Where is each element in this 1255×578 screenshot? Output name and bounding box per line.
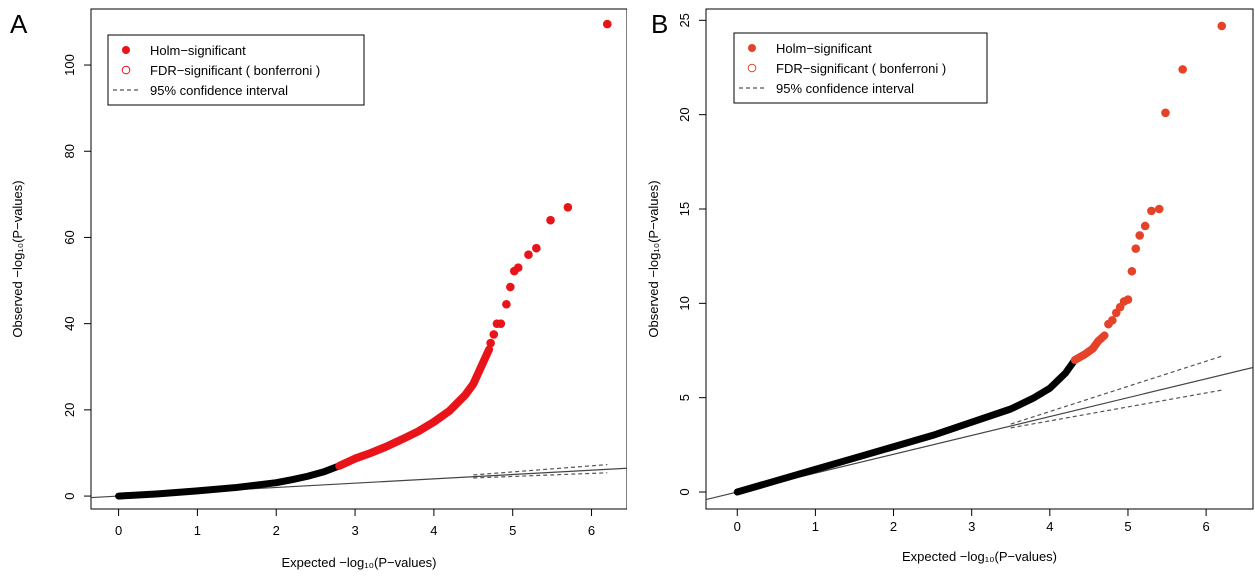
legend-symbol-open-circle (121, 65, 131, 75)
significant-point (506, 282, 515, 292)
x-tick-label: 6 (1202, 519, 1209, 534)
ci-upper-line (473, 464, 608, 476)
qq-plot-panel-b: B 0 1 2 3 4 5 6 0 5 10 15 20 25 Expected −log₁₀(P−valu… (627, 0, 1254, 578)
y-tick-label: 80 (62, 144, 77, 158)
x-tick-label: 1 (812, 519, 819, 534)
ci-lower-line (1010, 389, 1222, 429)
legend-label: FDR−significant ( bonferroni ) (150, 63, 320, 78)
panel-label: A (10, 9, 28, 39)
x-axis-label: Expected −log₁₀(P−values) (902, 549, 1057, 564)
significant-point (1217, 21, 1227, 31)
significant-point (1161, 108, 1170, 118)
y-tick-label: 15 (677, 202, 692, 216)
y-tick-label: 25 (677, 13, 692, 27)
plot-frame (90, 8, 627, 510)
ci-lower-line (473, 472, 608, 479)
legend-symbol-open-circle (747, 63, 757, 73)
legend-label: 95% confidence interval (776, 81, 914, 96)
x-tick-label: 6 (588, 523, 595, 538)
plot-frame (705, 8, 1254, 510)
significant-point (1178, 65, 1187, 74)
significant-point (532, 243, 541, 253)
y-tick-label: 60 (62, 230, 77, 244)
x-tick-label: 3 (351, 523, 358, 538)
significant-point (1108, 316, 1117, 325)
legend-box (107, 34, 365, 106)
y-tick-label: 20 (677, 107, 692, 121)
x-tick-label: 4 (430, 523, 437, 538)
x-tick-label: 3 (968, 519, 975, 534)
significant-point (489, 330, 499, 339)
significant-point (1147, 206, 1156, 216)
legend-box (733, 32, 988, 104)
y-axis-label: Observed −log₁₀(P−values) (646, 180, 661, 337)
significant-point (1131, 244, 1141, 253)
significant-point (502, 299, 511, 309)
legend-label: Holm−significant (150, 43, 246, 58)
y-tick-label: 40 (62, 316, 77, 330)
y-tick-label: 5 (677, 394, 692, 401)
legend-label: 95% confidence interval (150, 83, 288, 98)
y-axis-label: Observed −log₁₀(P−values) (10, 180, 25, 337)
significant-point (546, 215, 555, 225)
y-tick-label: 100 (62, 54, 77, 76)
x-tick-label: 1 (194, 523, 201, 538)
x-tick-label: 2 (273, 523, 280, 538)
x-tick-label: 0 (734, 519, 741, 534)
legend-symbol-filled-circle (748, 44, 756, 52)
legend: Holm−significant FDR−significant ( bonfer… (733, 32, 988, 104)
qq-plot-b-svg: B 0 1 2 3 4 5 6 0 5 10 15 20 25 Expected −log₁₀(P−valu… (646, 8, 1254, 564)
significant-point (602, 19, 612, 29)
significant-point (563, 202, 573, 212)
significant-points-dense (335, 345, 494, 470)
ci-upper-line (1010, 355, 1222, 425)
x-tick-label: 4 (1046, 519, 1053, 534)
plot-area (706, 21, 1253, 501)
y-tick-label: 10 (677, 296, 692, 310)
significant-point (1140, 221, 1150, 231)
nonsignificant-points (115, 462, 343, 500)
legend-label: FDR−significant ( bonferroni ) (776, 61, 946, 76)
y-tick-label: 0 (677, 488, 692, 495)
significant-points-dense (1070, 331, 1109, 364)
panel-label: B (651, 9, 668, 39)
x-axis-label: Expected −log₁₀(P−values) (281, 555, 436, 570)
significant-point (1154, 204, 1164, 214)
qq-plot-panel-a: A 0 1 2 3 4 5 6 0 20 40 60 80 100 Expected −log₁₀(P−va… (0, 0, 627, 578)
significant-point (1127, 266, 1137, 276)
significant-point (524, 250, 533, 259)
nonsignificant-points (733, 356, 1079, 496)
plot-area (91, 19, 627, 500)
x-tick-label: 0 (115, 523, 122, 538)
significant-point (496, 319, 506, 328)
significant-point (486, 338, 495, 348)
legend-symbol-filled-circle (122, 46, 130, 54)
legend-label: Holm−significant (776, 41, 872, 56)
significant-point (1135, 231, 1144, 240)
significant-point (1123, 295, 1133, 304)
x-tick-label: 5 (509, 523, 516, 538)
x-tick-label: 2 (890, 519, 897, 534)
y-tick-label: 20 (62, 403, 77, 417)
legend: Holm−significant FDR−significant ( bonfer… (107, 34, 365, 106)
significant-point (513, 263, 523, 272)
x-tick-label: 5 (1124, 519, 1131, 534)
y-tick-label: 0 (62, 492, 77, 499)
